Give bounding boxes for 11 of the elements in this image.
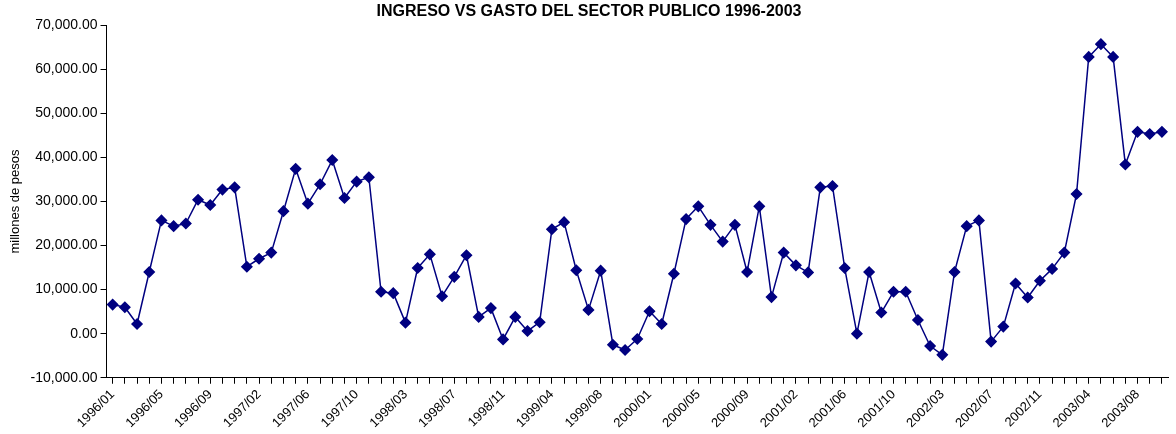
y-tick-label: 40,000.00 <box>35 148 98 165</box>
y-tick-label: 10,000.00 <box>35 280 98 297</box>
y-tick-label: 50,000.00 <box>35 104 98 121</box>
y-tick-label: 30,000.00 <box>35 192 98 209</box>
y-tick-label: -10,000.00 <box>30 368 98 385</box>
y-axis-title: millones de pesos <box>7 148 23 254</box>
y-tick-label: 20,000.00 <box>35 236 98 253</box>
y-tick-label: 0.00 <box>70 324 98 341</box>
y-tick-label: 70,000.00 <box>35 16 98 33</box>
chart-title: INGRESO VS GASTO DEL SECTOR PUBLICO 1996-2003 <box>376 2 802 20</box>
y-tick-label: 60,000.00 <box>35 60 98 77</box>
